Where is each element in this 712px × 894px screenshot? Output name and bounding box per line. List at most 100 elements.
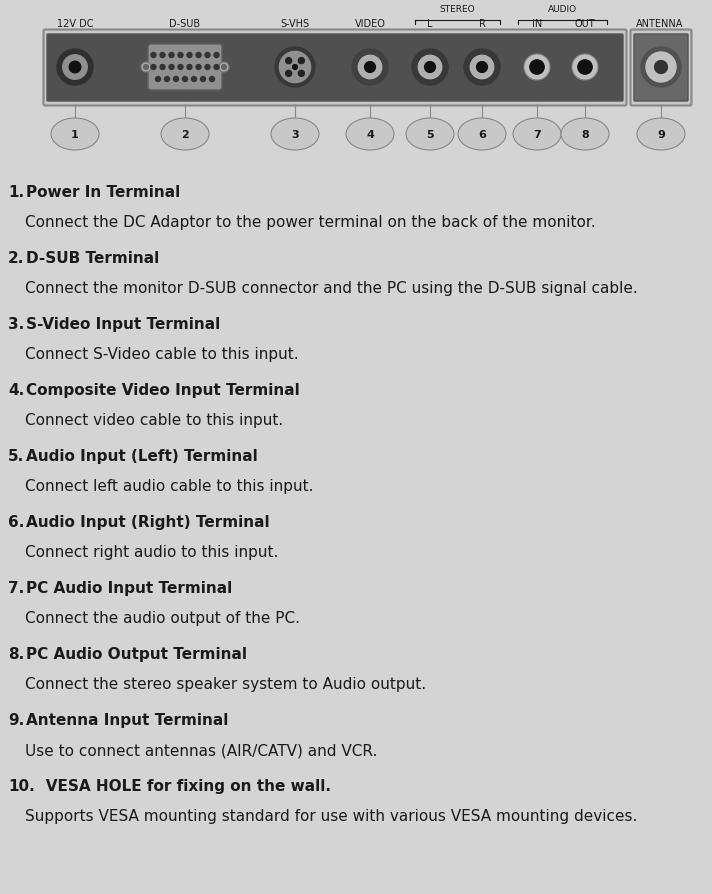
Ellipse shape — [141, 63, 151, 73]
Text: AUDIO: AUDIO — [548, 5, 577, 14]
Ellipse shape — [209, 78, 214, 82]
Ellipse shape — [646, 53, 676, 83]
Ellipse shape — [178, 65, 183, 71]
Ellipse shape — [155, 78, 160, 82]
Text: 12V DC: 12V DC — [57, 19, 93, 29]
Ellipse shape — [196, 65, 201, 71]
Ellipse shape — [352, 50, 388, 86]
Text: Supports VESA mounting standard for use with various VESA mounting devices.: Supports VESA mounting standard for use … — [25, 808, 637, 823]
Text: Audio Input (Left) Terminal: Audio Input (Left) Terminal — [26, 449, 258, 463]
Text: 3: 3 — [291, 130, 299, 139]
Text: S-Video Input Terminal: S-Video Input Terminal — [26, 316, 220, 332]
Ellipse shape — [298, 72, 304, 77]
Text: 9: 9 — [657, 130, 665, 139]
Ellipse shape — [192, 78, 197, 82]
Ellipse shape — [458, 119, 506, 151]
Text: 4.: 4. — [8, 383, 24, 398]
Text: L: L — [427, 19, 433, 29]
FancyBboxPatch shape — [47, 35, 623, 102]
Ellipse shape — [151, 65, 156, 71]
Text: 6.: 6. — [8, 514, 24, 529]
Ellipse shape — [160, 54, 165, 58]
Text: 1.: 1. — [8, 185, 24, 199]
Ellipse shape — [365, 63, 375, 73]
Ellipse shape — [561, 119, 609, 151]
Text: 5.: 5. — [8, 449, 24, 463]
Ellipse shape — [178, 54, 183, 58]
Ellipse shape — [641, 48, 681, 88]
Text: 5: 5 — [426, 130, 434, 139]
Text: 1: 1 — [71, 130, 79, 139]
Ellipse shape — [219, 63, 229, 73]
Text: Connect S-Video cable to this input.: Connect S-Video cable to this input. — [25, 347, 298, 361]
Ellipse shape — [530, 61, 544, 75]
Text: Connect the DC Adaptor to the power terminal on the back of the monitor.: Connect the DC Adaptor to the power term… — [25, 215, 596, 230]
FancyBboxPatch shape — [634, 35, 688, 102]
Ellipse shape — [279, 53, 310, 83]
Text: STEREO: STEREO — [440, 5, 476, 14]
Text: Audio Input (Right) Terminal: Audio Input (Right) Terminal — [26, 514, 270, 529]
Ellipse shape — [471, 56, 493, 80]
Ellipse shape — [275, 48, 315, 88]
Text: 8: 8 — [581, 130, 589, 139]
Text: D-SUB: D-SUB — [169, 19, 201, 29]
Ellipse shape — [293, 65, 298, 71]
Text: Connect right audio to this input.: Connect right audio to this input. — [25, 544, 278, 560]
Ellipse shape — [358, 56, 382, 80]
Text: 3.: 3. — [8, 316, 24, 332]
Text: 7: 7 — [533, 130, 541, 139]
Text: Antenna Input Terminal: Antenna Input Terminal — [26, 713, 229, 727]
Ellipse shape — [174, 78, 179, 82]
Text: Use to connect antennas (AIR/CATV) and VCR.: Use to connect antennas (AIR/CATV) and V… — [25, 742, 377, 757]
Ellipse shape — [572, 55, 598, 81]
Text: 2.: 2. — [8, 250, 24, 266]
Ellipse shape — [196, 54, 201, 58]
Text: VIDEO: VIDEO — [355, 19, 385, 29]
Ellipse shape — [637, 119, 685, 151]
Ellipse shape — [205, 54, 210, 58]
Ellipse shape — [654, 62, 667, 74]
Ellipse shape — [160, 65, 165, 71]
Text: 9.: 9. — [8, 713, 24, 727]
Text: Connect left audio cable to this input.: Connect left audio cable to this input. — [25, 478, 313, 493]
Text: 2: 2 — [181, 130, 189, 139]
Text: 10.: 10. — [8, 778, 35, 793]
FancyBboxPatch shape — [148, 45, 222, 91]
Text: 4: 4 — [366, 130, 374, 139]
Ellipse shape — [406, 119, 454, 151]
Ellipse shape — [221, 65, 226, 71]
Ellipse shape — [214, 65, 219, 71]
Text: VESA HOLE for fixing on the wall.: VESA HOLE for fixing on the wall. — [30, 778, 331, 793]
Text: Composite Video Input Terminal: Composite Video Input Terminal — [26, 383, 300, 398]
Ellipse shape — [524, 55, 550, 81]
Ellipse shape — [164, 78, 169, 82]
Ellipse shape — [205, 65, 210, 71]
Text: PC Audio Output Terminal: PC Audio Output Terminal — [26, 646, 247, 662]
Text: 7.: 7. — [8, 580, 24, 595]
Ellipse shape — [57, 50, 93, 86]
Ellipse shape — [187, 54, 192, 58]
Ellipse shape — [187, 65, 192, 71]
Text: D-SUB Terminal: D-SUB Terminal — [26, 250, 159, 266]
FancyBboxPatch shape — [631, 30, 691, 106]
Text: Connect video cable to this input.: Connect video cable to this input. — [25, 412, 283, 427]
Text: S-VHS: S-VHS — [281, 19, 310, 29]
Ellipse shape — [286, 59, 292, 64]
Ellipse shape — [286, 72, 292, 77]
Ellipse shape — [298, 59, 304, 64]
Ellipse shape — [169, 65, 174, 71]
Ellipse shape — [69, 63, 80, 73]
Text: ANTENNA: ANTENNA — [637, 19, 684, 29]
Ellipse shape — [578, 61, 592, 75]
Ellipse shape — [182, 78, 187, 82]
Ellipse shape — [412, 50, 448, 86]
Ellipse shape — [151, 54, 156, 58]
Ellipse shape — [513, 119, 561, 151]
Ellipse shape — [271, 119, 319, 151]
Ellipse shape — [464, 50, 500, 86]
Text: Connect the audio output of the PC.: Connect the audio output of the PC. — [25, 611, 300, 625]
Text: 6: 6 — [478, 130, 486, 139]
Text: OUT: OUT — [575, 19, 595, 29]
Ellipse shape — [214, 54, 219, 58]
Ellipse shape — [418, 56, 441, 80]
